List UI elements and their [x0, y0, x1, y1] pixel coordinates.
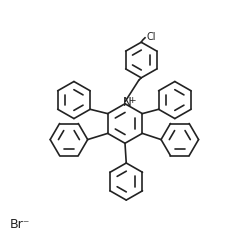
Text: N: N — [122, 97, 132, 109]
Text: Cl: Cl — [147, 32, 156, 42]
Text: Br⁻: Br⁻ — [10, 218, 30, 231]
Text: +: + — [128, 96, 136, 105]
